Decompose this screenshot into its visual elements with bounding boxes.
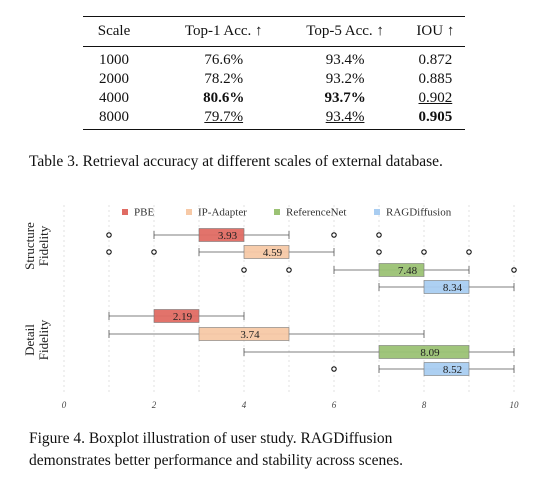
x-tick-label: 6 <box>332 400 337 410</box>
box <box>423 280 470 294</box>
legend-swatch <box>374 209 380 215</box>
cell: 0.872 <box>418 52 453 68</box>
cell: 80.6% <box>203 90 245 106</box>
mean-label: 8.52 <box>443 364 462 376</box>
box <box>198 327 290 341</box>
box <box>378 263 425 277</box>
legend-swatch <box>274 209 280 215</box>
x-tick-label: 4 <box>242 400 247 410</box>
outlier-point <box>331 366 337 372</box>
cell: 93.4% <box>325 52 365 68</box>
outlier-point <box>511 267 517 273</box>
outlier-point <box>421 249 427 255</box>
cell: 0.902 <box>418 90 453 106</box>
header-scale: Scale <box>97 23 131 39</box>
mean-label: 8.34 <box>443 282 463 294</box>
legend-label: ReferenceNet <box>286 207 346 219</box>
box <box>378 345 470 359</box>
outlier-point <box>151 249 157 255</box>
group-label: Fidelity <box>36 319 51 360</box>
cell: 93.7% <box>324 90 366 106</box>
outlier-point <box>286 267 292 273</box>
figure-caption: Figure 4. Boxplot illustration of user s… <box>29 428 519 472</box>
legend-swatch <box>122 209 128 215</box>
cell: 2000 <box>99 71 129 87</box>
cell: 0.885 <box>418 71 453 87</box>
mean-label: 2.19 <box>173 311 193 323</box>
table-row: 4000 80.6% 93.7% 0.902 <box>83 89 465 108</box>
legend-label: RAGDiffusion <box>386 207 452 219</box>
cell: 1000 <box>99 52 129 68</box>
outlier-point <box>331 232 337 238</box>
x-tick-label: 2 <box>152 400 157 410</box>
legend-swatch <box>186 209 192 215</box>
x-tick-label: 8 <box>422 400 427 410</box>
cell: 4000 <box>99 90 129 106</box>
figure-caption-line2: demonstrates better performance and stab… <box>29 452 404 469</box>
box <box>243 245 290 259</box>
outlier-point <box>106 232 112 238</box>
legend-label: IP-Adapter <box>198 207 247 219</box>
cell: 0.905 <box>418 109 453 125</box>
outlier-point <box>376 249 382 255</box>
figure-caption-line1: Figure 4. Boxplot illustration of user s… <box>29 430 393 447</box>
mean-label: 7.48 <box>398 265 418 277</box>
group-label: Fidelity <box>36 225 51 266</box>
x-tick-label: 0 <box>62 400 67 410</box>
group-label: Detail <box>22 324 37 356</box>
legend-label: PBE <box>134 207 154 219</box>
table-row: 1000 76.6% 93.4% 0.872 <box>83 47 465 71</box>
box <box>198 228 245 242</box>
outlier-point <box>376 232 382 238</box>
mean-label: 4.59 <box>263 247 283 259</box>
cell: 93.2% <box>325 71 365 87</box>
box <box>153 309 200 323</box>
group-label: Structure <box>22 222 37 270</box>
outlier-point <box>241 267 247 273</box>
results-table: Scale Top-1 Acc. ↑ Top-5 Acc. ↑ IOU ↑ 10… <box>83 16 465 130</box>
mean-label: 3.74 <box>240 329 260 341</box>
boxplot-figure: 0 2 4 6 8 10 Structure Fidelity Detail Fidelity 3.… <box>18 195 528 425</box>
cell: 93.4% <box>325 109 365 125</box>
header-top5: Top-5 Acc. ↑ <box>306 23 384 39</box>
mean-label: 8.09 <box>420 347 440 359</box>
cell: 76.6% <box>204 52 244 68</box>
outlier-point <box>466 249 472 255</box>
mean-label: 3.93 <box>218 230 238 242</box>
box <box>423 362 470 376</box>
x-tick-label: 10 <box>510 400 520 410</box>
header-top1: Top-1 Acc. ↑ <box>184 23 263 39</box>
table-caption: Table 3. Retrieval accuracy at different… <box>29 153 443 170</box>
cell: 79.7% <box>204 109 244 125</box>
cell: 78.2% <box>204 71 244 87</box>
header-iou: IOU ↑ <box>416 23 455 39</box>
outlier-point <box>106 249 112 255</box>
table-row: 8000 79.7% 93.4% 0.905 <box>83 108 465 130</box>
table-row: 2000 78.2% 93.2% 0.885 <box>83 70 465 89</box>
cell: 8000 <box>99 109 129 125</box>
